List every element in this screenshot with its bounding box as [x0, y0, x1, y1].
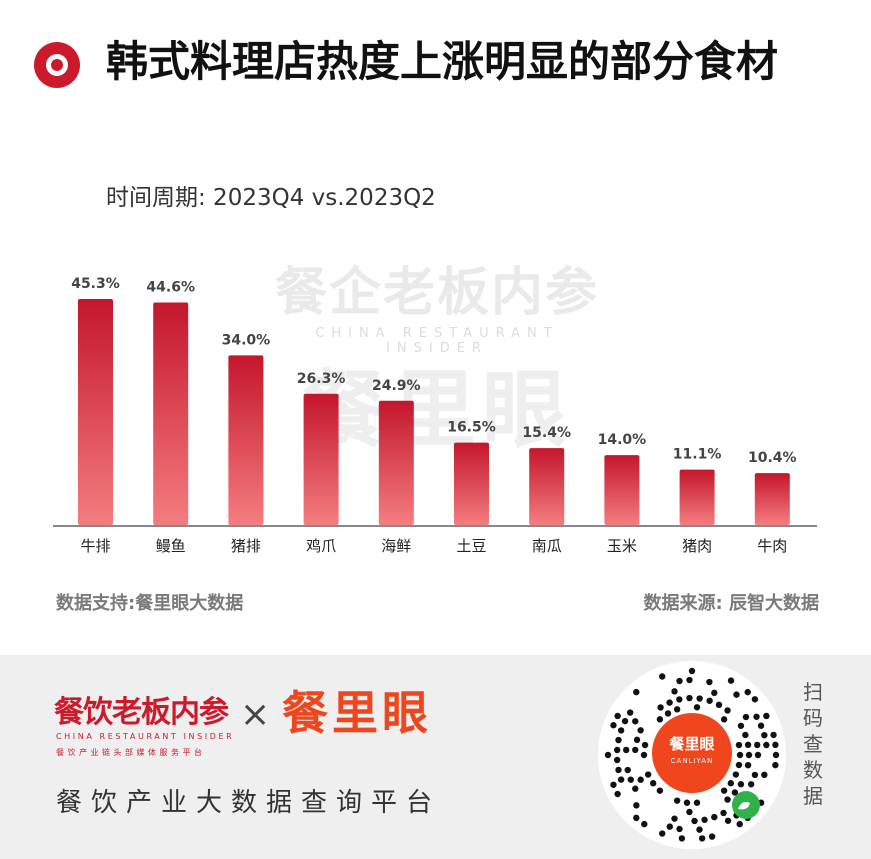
watermark-logo: 餐里眼: [301, 361, 572, 459]
brand-logo-neican: 餐饮老板内参: [54, 695, 229, 730]
category-label: 土豆: [456, 537, 486, 555]
platform-slogan: 餐饮产业大数据查询平台: [56, 788, 442, 818]
category-label: 牛排: [80, 537, 110, 555]
title-bullet-icon: [34, 42, 80, 88]
bar-海鲜: [378, 400, 414, 525]
value-label: 44.6%: [146, 279, 195, 295]
value-label: 26.3%: [297, 371, 346, 387]
value-label: 14.0%: [598, 432, 647, 448]
chart-card: 韩式料理店热度上涨明显的部分食材 时间周期: 2023Q4 vs.2023Q2 …: [34, 37, 819, 614]
value-label: 16.5%: [447, 420, 496, 436]
brand-logo-canliyan: 餐里眼: [282, 686, 432, 740]
watermark-brand: 餐企老板内参: [274, 262, 599, 323]
bar-chart: 45.3% 牛排 44.6% 鳗鱼 34.0% 猪排 26.3% 鸡爪 24.9% 海鲜 16.5%…: [53, 276, 817, 555]
data-support-note: 数据支持:餐里眼大数据: [56, 593, 244, 614]
bar-牛排: [78, 299, 113, 525]
bar-玉米: [604, 455, 640, 525]
value-label: 34.0%: [222, 332, 271, 348]
bar-鸡爪: [303, 393, 339, 525]
collab-cross-icon: ×: [240, 694, 271, 735]
value-label: 10.4%: [748, 450, 797, 466]
category-label: 南瓜: [532, 537, 562, 555]
qr-center-logo-en: CANLIYAN: [670, 757, 714, 765]
value-label: 11.1%: [673, 447, 722, 463]
time-period: 时间周期: 2023Q4 vs.2023Q2: [106, 185, 436, 211]
brand-logo-neican-en: CHINA RESTAURANT INSIDER: [56, 732, 235, 741]
brand-logo-neican-tagline: 餐饮产业链头部媒体服务平台: [56, 748, 206, 757]
bar-土豆: [454, 442, 489, 525]
value-label: 24.9%: [372, 378, 421, 394]
category-label: 牛肉: [757, 537, 787, 555]
bar-牛肉: [754, 473, 790, 525]
scan-hint: 扫码查数据: [803, 680, 823, 808]
category-label: 鳗鱼: [156, 537, 186, 555]
bar-南瓜: [529, 448, 565, 525]
promo-banner: 餐饮老板内参 CHINA RESTAURANT INSIDER 餐饮产业链头部媒…: [0, 655, 871, 859]
bar-鳗鱼: [153, 302, 189, 525]
page-title: 韩式料理店热度上涨明显的部分食材: [106, 37, 779, 86]
qr-center-logo: [652, 713, 732, 793]
value-label: 15.4%: [522, 425, 571, 441]
category-label: 猪肉: [682, 537, 712, 555]
category-label: 猪排: [231, 537, 261, 555]
data-source-note: 数据来源: 辰智大数据: [643, 593, 819, 614]
value-label: 45.3%: [71, 276, 120, 292]
bar-猪肉: [679, 469, 715, 525]
category-label: 鸡爪: [306, 537, 336, 555]
category-label: 玉米: [607, 537, 637, 555]
bar-猪排: [228, 355, 264, 525]
qr-center-logo-text: 餐里眼: [669, 735, 715, 753]
category-label: 海鲜: [381, 537, 411, 555]
watermark-brand-en: CHINA RESTAURANT INSIDER: [315, 326, 559, 356]
